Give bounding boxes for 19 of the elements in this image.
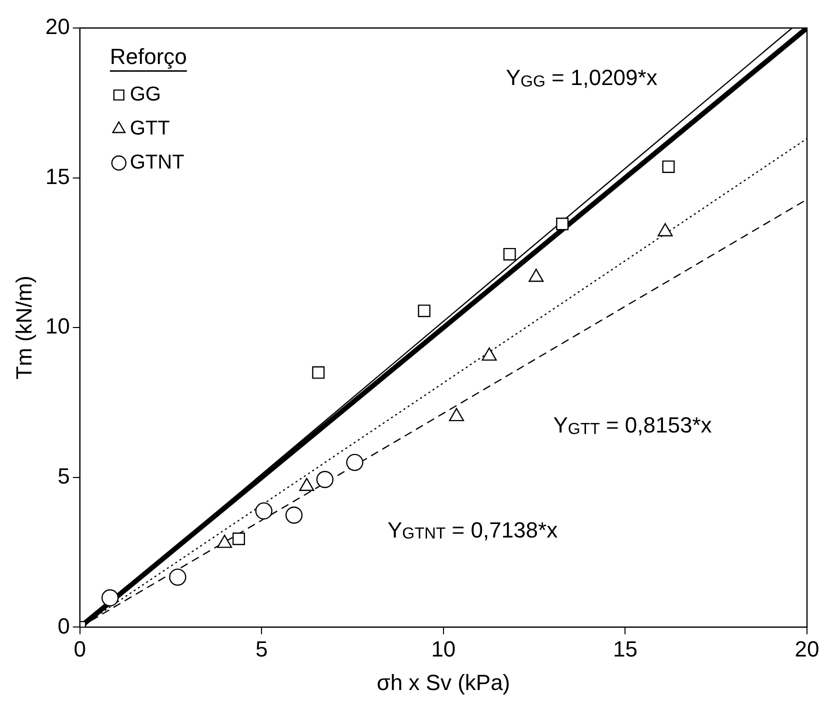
x-tick-label: 5	[256, 636, 268, 662]
legend-label: GTT	[130, 118, 170, 140]
y-axis-title: Tm (kN/m)	[11, 276, 36, 380]
x-axis-title: σh x Sv (kPa)	[376, 670, 510, 695]
y-tick-label: 0	[58, 613, 70, 638]
annotation: YGTT = 0,8153*x	[553, 412, 712, 438]
y-tick-label: 20	[45, 14, 70, 40]
x-tick-label: 15	[612, 636, 638, 662]
legend-label: GG	[130, 84, 161, 106]
y-tick-label: 5	[58, 463, 70, 488]
legend-title: Reforço	[110, 44, 187, 70]
x-tick-label: 10	[431, 636, 456, 662]
annotation: YGTNT = 0,7138*x	[387, 517, 558, 543]
y-tick-label: 15	[45, 164, 70, 189]
y-tick-label: 10	[45, 314, 70, 339]
legend-label: GTNT	[130, 152, 184, 174]
annotation: YGG = 1,0209*x	[506, 64, 658, 90]
x-tick-label: 0	[74, 636, 86, 662]
x-tick-label: 20	[794, 636, 820, 662]
